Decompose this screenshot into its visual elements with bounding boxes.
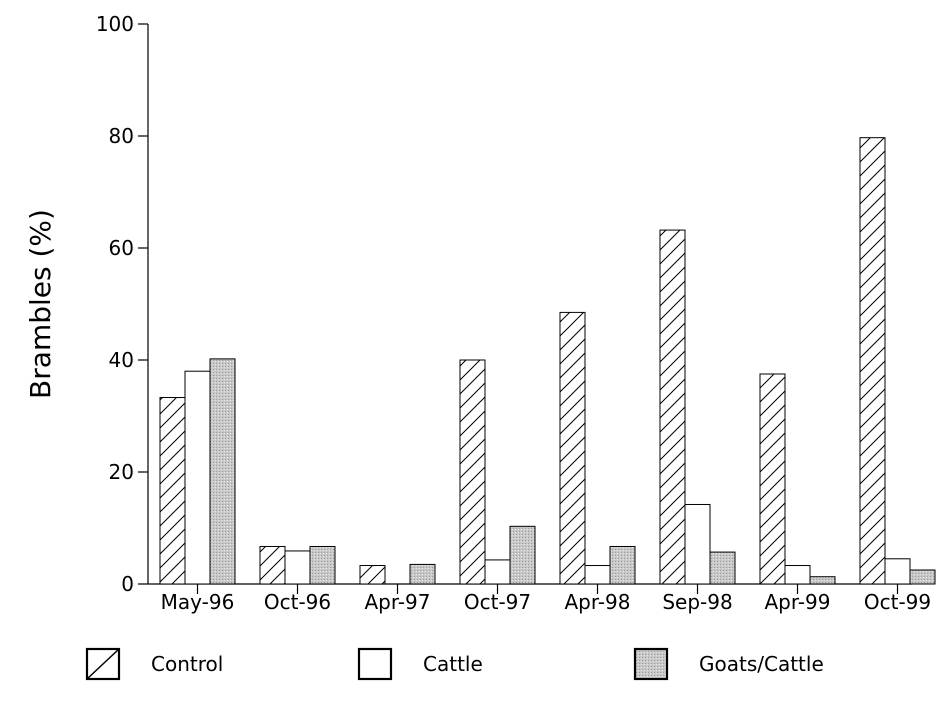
bar-goats-cattle-oct-96 bbox=[309, 545, 336, 585]
bar-control-oct-99 bbox=[859, 137, 886, 585]
y-tick-label: 100 bbox=[96, 12, 134, 36]
bar-goats-cattle-may-96 bbox=[209, 358, 236, 585]
bar-control-oct-97 bbox=[459, 359, 486, 585]
legend-hatch-line bbox=[86, 648, 120, 680]
x-tick-label: Apr-97 bbox=[365, 590, 431, 614]
bar-goats-cattle-sep-98 bbox=[709, 551, 736, 585]
bar-goats-cattle-oct-99 bbox=[909, 569, 936, 585]
bar-goats-cattle-oct-97 bbox=[509, 525, 536, 585]
legend-label-control: Control bbox=[151, 652, 223, 676]
x-tick-label: Oct-99 bbox=[864, 590, 931, 614]
y-tick-label: 40 bbox=[109, 348, 134, 372]
y-tick-label: 60 bbox=[109, 236, 134, 260]
bar-goats-cattle-apr-99 bbox=[809, 576, 836, 585]
y-tick-label: 0 bbox=[121, 572, 134, 596]
x-tick-label: Oct-97 bbox=[464, 590, 531, 614]
bar-control-apr-99 bbox=[759, 373, 786, 585]
x-tick-label: Oct-96 bbox=[264, 590, 331, 614]
x-tick-label: Apr-98 bbox=[565, 590, 631, 614]
bar-cattle-may-96 bbox=[184, 370, 211, 585]
y-tick-label: 80 bbox=[109, 124, 134, 148]
bar-cattle-sep-98 bbox=[684, 503, 711, 585]
bar-control-oct-96 bbox=[259, 545, 286, 585]
bar-cattle-oct-99 bbox=[884, 558, 911, 585]
bar-cattle-apr-99 bbox=[784, 565, 811, 585]
bar-control-apr-98 bbox=[559, 311, 586, 585]
bar-cattle-oct-97 bbox=[484, 559, 511, 585]
bar-cattle-apr-98 bbox=[584, 565, 611, 585]
y-axis-title: Brambles (%) bbox=[24, 209, 57, 399]
x-tick-labels: May-96 Oct-96 Apr-97 Oct-97 Apr-98 Sep-98 Apr-… bbox=[161, 584, 931, 614]
bar-goats-cattle-apr-98 bbox=[609, 545, 636, 585]
bar-goats-cattle-apr-97 bbox=[409, 563, 436, 585]
legend-label-cattle: Cattle bbox=[423, 652, 483, 676]
bar-cattle-oct-96 bbox=[284, 550, 311, 585]
bar-control-may-96 bbox=[159, 397, 186, 585]
bar-control-sep-98 bbox=[659, 229, 686, 585]
legend-swatch-goats-cattle bbox=[633, 647, 669, 681]
x-tick-label: Apr-99 bbox=[765, 590, 831, 614]
y-tick-label: 20 bbox=[109, 460, 134, 484]
legend-swatch-cattle bbox=[357, 647, 393, 681]
x-tick-label: Sep-98 bbox=[662, 590, 732, 614]
legend: Control Cattle Goats/Cattle bbox=[85, 647, 824, 681]
legend-label-goats-cattle: Goats/Cattle bbox=[699, 652, 824, 676]
bars bbox=[159, 137, 936, 585]
x-tick-label: May-96 bbox=[161, 590, 235, 614]
bar-control-apr-97 bbox=[359, 565, 386, 585]
